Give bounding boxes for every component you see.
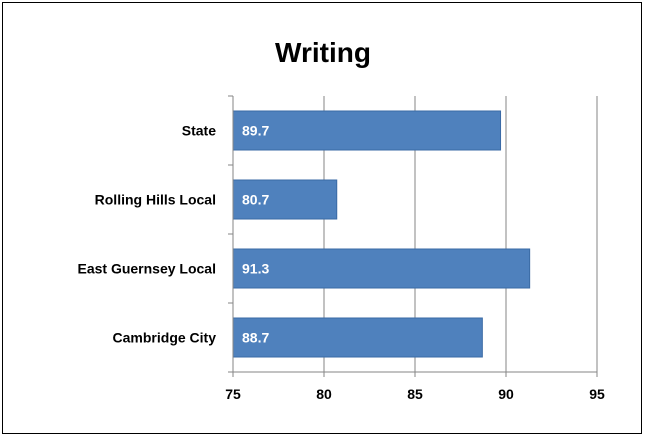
- data-label-east-guernsey-local: 91.3: [242, 261, 269, 277]
- bars: [232, 110, 531, 358]
- data-label-cambridge-city: 88.7: [242, 330, 269, 346]
- x-tick-label-80: 80: [316, 386, 332, 402]
- x-tick-label-75: 75: [225, 386, 241, 402]
- chart-title: Writing: [275, 37, 371, 68]
- bar-rolling-hills-local: [232, 179, 338, 220]
- axes: [228, 95, 598, 377]
- category-label-east-guernsey-local: East Guernsey Local: [77, 261, 216, 277]
- bar-state: [232, 110, 502, 151]
- category-label-state: State: [182, 123, 216, 139]
- tick-labels: 75 80 85 90 95 89.7 State 80.7 Rolling Hills Loc…: [77, 123, 605, 403]
- data-label-rolling-hills-local: 80.7: [242, 192, 269, 208]
- category-label-cambridge-city: Cambridge City: [113, 330, 217, 346]
- x-tick-label-95: 95: [589, 386, 605, 402]
- x-tick-label-90: 90: [498, 386, 514, 402]
- bar-cambridge-city: [232, 317, 483, 358]
- category-label-rolling-hills-local: Rolling Hills Local: [95, 192, 216, 208]
- x-tick-label-85: 85: [407, 386, 423, 402]
- bar-east-guernsey-local: [232, 248, 531, 289]
- data-label-state: 89.7: [242, 123, 269, 139]
